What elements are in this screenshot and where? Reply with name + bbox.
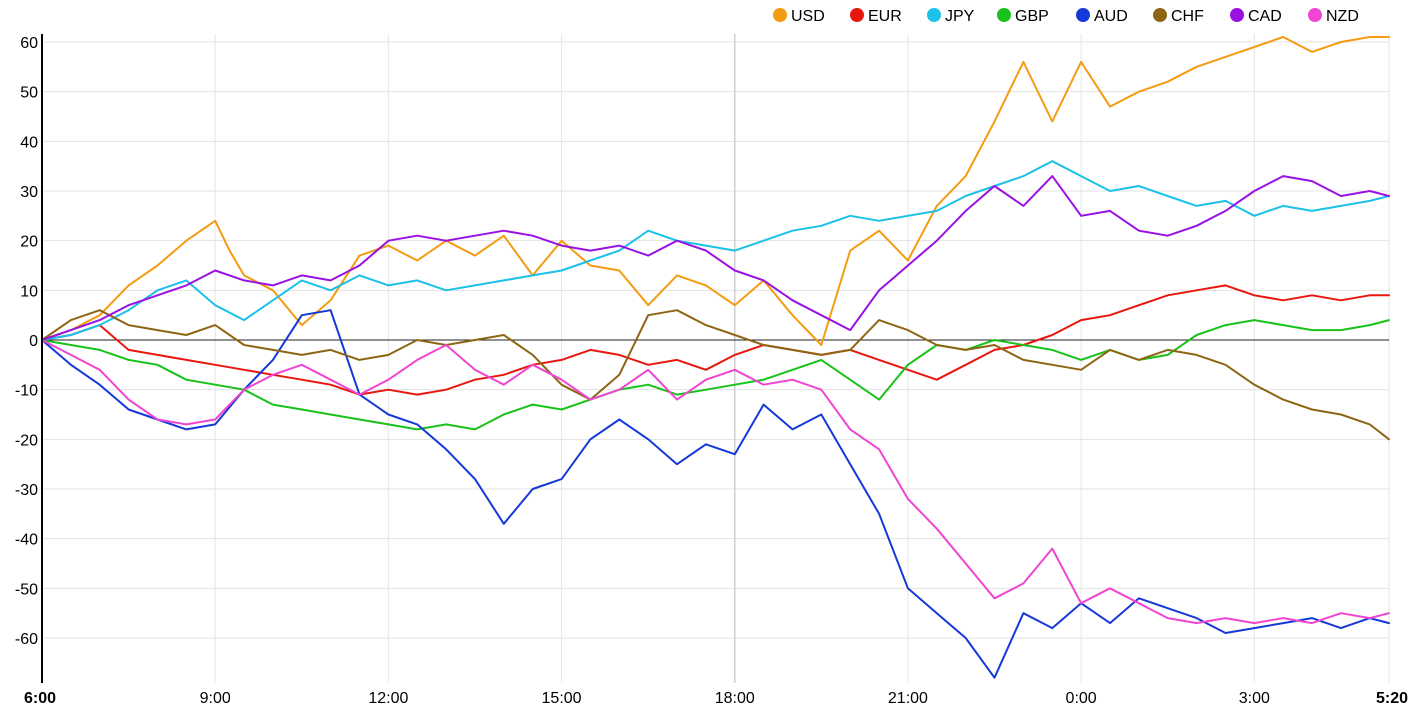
- y-tick-label: 30: [20, 184, 38, 201]
- series-line-cad: [41, 175, 1390, 341]
- x-tick-label: 9:00: [200, 690, 231, 707]
- x-tick-label: 18:00: [715, 690, 755, 707]
- legend-swatch: [1230, 8, 1244, 22]
- legend-swatch: [850, 8, 864, 22]
- x-tick-label: 15:00: [542, 690, 582, 707]
- series-lines: [41, 36, 1390, 679]
- legend-swatch: [1153, 8, 1167, 22]
- legend-label: NZD: [1326, 8, 1359, 25]
- grid: [42, 34, 1390, 683]
- y-tick-labels: 60 50 40 30 20 10 0 -10 -20 -30 -40 -50 -60: [15, 35, 38, 648]
- y-tick-label: 10: [20, 283, 38, 300]
- series-line-jpy: [41, 160, 1390, 341]
- legend-item-eur[interactable]: EUR: [850, 8, 902, 25]
- legend-label: EUR: [868, 8, 902, 25]
- x-tick-labels: 6:00 9:00 12:00 15:00 18:00 21:00 0:00 3:00 5:20: [24, 690, 1408, 707]
- y-tick-label: -60: [15, 631, 38, 648]
- series-line-gbp: [41, 319, 1390, 431]
- legend-item-cad[interactable]: CAD: [1230, 8, 1282, 25]
- legend-item-aud[interactable]: AUD: [1076, 8, 1128, 25]
- series-line-usd: [41, 36, 1390, 346]
- x-tick-label: 6:00: [24, 690, 56, 707]
- legend-swatch: [1308, 8, 1322, 22]
- legend-label: JPY: [945, 8, 975, 25]
- y-tick-label: -10: [15, 383, 38, 400]
- y-tick-label: -50: [15, 581, 38, 598]
- x-tick-label: 0:00: [1066, 690, 1097, 707]
- legend-item-chf[interactable]: CHF: [1153, 8, 1204, 25]
- legend-label: CAD: [1248, 8, 1282, 25]
- y-tick-label: -40: [15, 532, 38, 549]
- series-line-aud: [41, 309, 1390, 679]
- y-tick-label: 40: [20, 134, 38, 151]
- series-line-eur: [41, 284, 1390, 396]
- legend-swatch: [927, 8, 941, 22]
- y-tick-label: 50: [20, 85, 38, 102]
- y-tick-label: 60: [20, 35, 38, 52]
- series-line-chf: [41, 309, 1390, 441]
- legend[interactable]: USD EUR JPY GBP AUD CHF CAD NZD: [773, 8, 1359, 25]
- y-tick-label: -20: [15, 432, 38, 449]
- legend-swatch: [997, 8, 1011, 22]
- x-tick-label: 12:00: [368, 690, 408, 707]
- legend-label: AUD: [1094, 8, 1128, 25]
- legend-label: USD: [791, 8, 825, 25]
- legend-swatch: [1076, 8, 1090, 22]
- legend-item-usd[interactable]: USD: [773, 8, 825, 25]
- x-tick-label: 5:20: [1376, 690, 1408, 707]
- legend-item-gbp[interactable]: GBP: [997, 8, 1049, 25]
- legend-item-jpy[interactable]: JPY: [927, 8, 975, 25]
- series-line-nzd: [41, 339, 1390, 625]
- y-tick-label: 20: [20, 234, 38, 251]
- y-tick-label: 0: [29, 333, 38, 350]
- x-tick-label: 21:00: [888, 690, 928, 707]
- legend-label: GBP: [1015, 8, 1049, 25]
- legend-label: CHF: [1171, 8, 1204, 25]
- legend-swatch: [773, 8, 787, 22]
- y-tick-label: -30: [15, 482, 38, 499]
- x-tick-label: 3:00: [1239, 690, 1270, 707]
- legend-item-nzd[interactable]: NZD: [1308, 8, 1359, 25]
